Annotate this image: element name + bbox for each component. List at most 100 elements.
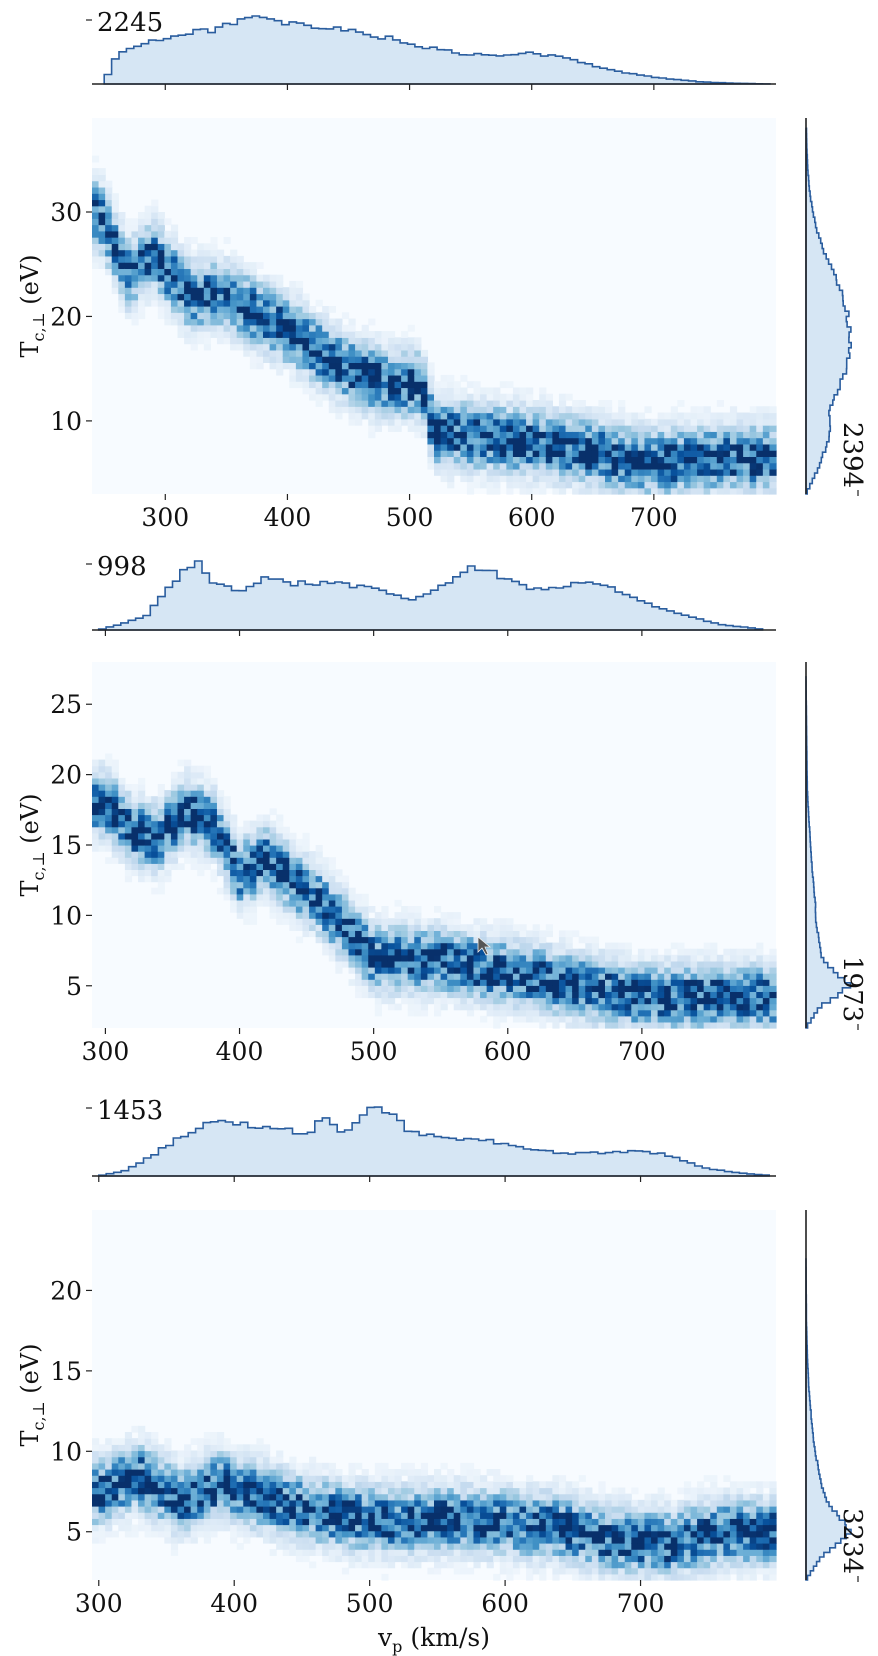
heatmap-cell: [184, 845, 192, 852]
heatmap-cell: [348, 893, 356, 901]
heatmap-cell: [223, 255, 231, 263]
heatmap-cell: [203, 1536, 211, 1544]
heatmap-cell: [263, 1518, 271, 1526]
heatmap-cell: [355, 967, 363, 974]
heatmap-cell: [203, 1512, 211, 1519]
heatmap-cell: [341, 1475, 350, 1482]
heatmap-cell: [493, 954, 501, 962]
heatmap-cell: [282, 337, 290, 345]
heatmap-cell: [598, 948, 606, 956]
heatmap-cell: [118, 287, 126, 295]
heatmap-cell: [512, 1003, 521, 1011]
heatmap-cell: [236, 280, 244, 288]
heatmap-cell: [407, 1499, 415, 1507]
heatmap-cell: [624, 425, 632, 432]
heatmap-cell: [762, 481, 771, 489]
heatmap-cell: [506, 437, 514, 445]
heatmap-cell: [480, 1506, 488, 1513]
heatmap-cell: [664, 412, 672, 420]
heatmap-cell: [295, 349, 304, 357]
heatmap-cell: [98, 808, 106, 816]
heatmap-cell: [723, 1573, 731, 1581]
heatmap-cell: [762, 991, 771, 999]
heatmap-cell: [447, 1530, 455, 1538]
heatmap-cell: [427, 418, 435, 426]
heatmap-cell: [282, 293, 290, 301]
heatmap-cell: [506, 487, 514, 495]
heatmap-cell: [440, 973, 448, 980]
heatmap-cell: [309, 1561, 317, 1569]
heatmap-cell: [762, 967, 771, 974]
heatmap-cell: [164, 318, 172, 326]
heatmap-cell: [427, 1481, 435, 1489]
heatmap-cell: [420, 400, 429, 407]
heatmap-cell: [309, 337, 317, 345]
heatmap-cell: [493, 936, 501, 944]
heatmap-cell: [249, 343, 258, 351]
heatmap-cell: [124, 784, 133, 791]
heatmap-cell: [440, 387, 448, 395]
heatmap-cell: [309, 387, 317, 395]
heatmap-cell: [394, 381, 402, 389]
heatmap-cell: [381, 387, 389, 395]
heatmap-cells: [92, 753, 777, 1029]
heatmap-cell: [361, 387, 369, 395]
heatmap-cell: [460, 1487, 468, 1495]
heatmap-cell: [473, 1499, 481, 1507]
heatmap-cell: [591, 991, 600, 999]
heatmap-cell: [624, 475, 632, 483]
heatmap-cell: [414, 425, 422, 432]
heatmap-cell: [512, 1530, 521, 1538]
heatmap-cell: [710, 1561, 718, 1569]
heatmap-cell: [420, 1462, 429, 1470]
heatmap-cell: [289, 1512, 297, 1519]
heatmap-cell: [480, 1499, 488, 1507]
heatmap-cell: [243, 1518, 251, 1526]
heatmap-cell: [532, 475, 540, 483]
heatmap-cell: [105, 1487, 113, 1495]
heatmap-cell: [401, 349, 409, 357]
heatmap-cell: [289, 324, 297, 332]
heatmap-cell: [447, 948, 455, 956]
heatmap-cell: [355, 1506, 363, 1513]
heatmap-cell: [190, 802, 198, 809]
heatmap-cell: [611, 1561, 619, 1569]
heatmap-cell: [618, 1015, 626, 1023]
heatmap-cell: [710, 1555, 718, 1563]
heatmap-cell: [723, 462, 731, 470]
heatmap-cell: [723, 450, 731, 457]
heatmap-cell: [131, 312, 139, 320]
heatmap-cell: [716, 960, 724, 968]
heatmap-cell: [611, 1009, 619, 1017]
heatmap-cell: [348, 412, 356, 420]
heatmap-cell: [519, 1549, 527, 1556]
heatmap-cell: [263, 1536, 271, 1544]
heatmap-cell: [230, 299, 238, 307]
heatmap-cell: [440, 381, 448, 389]
heatmap-cell: [230, 851, 238, 858]
heatmap-cell: [657, 475, 665, 483]
heatmap-cell: [368, 1487, 376, 1495]
heatmap-cell: [328, 1506, 336, 1513]
heatmap-cell: [697, 1003, 705, 1011]
heatmap-cell: [637, 487, 646, 495]
heatmap-cell: [723, 1536, 731, 1544]
heatmap-cell: [322, 857, 330, 864]
heatmap-cell: [552, 418, 560, 426]
heatmap-cell: [407, 387, 415, 395]
heatmap-cell: [355, 906, 363, 913]
heatmap-cell: [598, 1003, 606, 1011]
heatmap-cell: [585, 406, 593, 414]
heatmap-cell: [657, 1493, 665, 1501]
heatmap-cell: [164, 796, 172, 803]
heatmap-cell: [486, 1487, 494, 1495]
heatmap-cell: [348, 318, 356, 326]
heatmap-cell: [434, 1543, 442, 1550]
heatmap-cell: [598, 481, 606, 489]
heatmap-cell: [578, 418, 586, 426]
heatmap-cell: [499, 1475, 507, 1482]
heatmap-cell: [322, 349, 330, 357]
heatmap-cell: [506, 400, 514, 407]
heatmap-cell: [118, 790, 126, 797]
heatmap-cell: [558, 406, 567, 414]
